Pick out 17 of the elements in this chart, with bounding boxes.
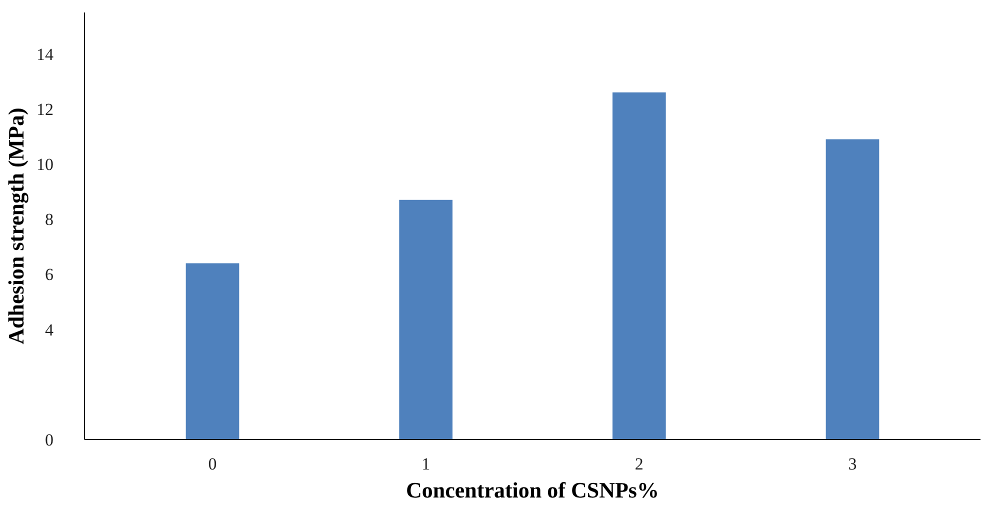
y-tick-label: 6 [45,265,54,284]
y-tick-label: 10 [36,155,54,174]
bar [826,139,880,440]
y-axis-title: Adhesion strength (MPa) [4,108,28,344]
y-tick-label: 0 [45,430,54,450]
y-tick-label: 14 [36,44,54,64]
x-tick-label: 3 [848,454,857,474]
x-tick-label: 2 [634,454,644,474]
x-axis-title: Concentration of CSNPs% [406,478,660,502]
x-tick-label: 1 [422,454,430,474]
bar [399,200,452,440]
bar [186,263,240,440]
y-tick-label: 8 [45,210,54,230]
y-tick-label: 4 [45,320,54,340]
bar [612,92,666,440]
x-tick-label: 0 [208,454,217,474]
y-tick-label: 12 [36,100,54,119]
